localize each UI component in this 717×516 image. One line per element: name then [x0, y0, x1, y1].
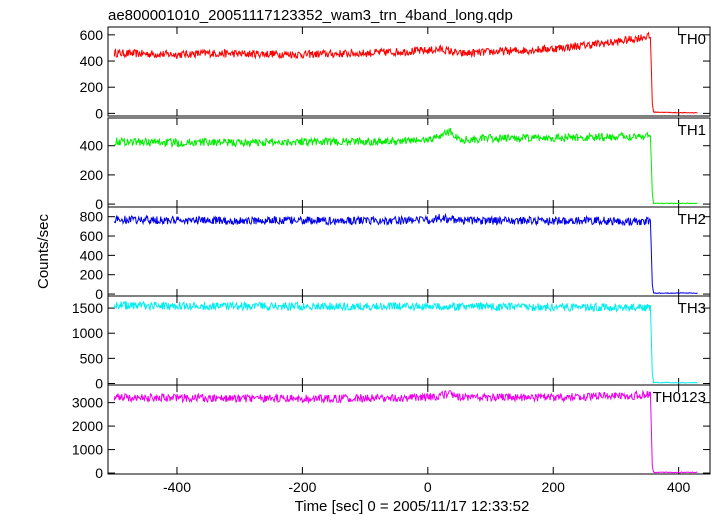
y-tick-label: 1000 [72, 325, 103, 341]
panel-th1: 0 200 400 TH1 [80, 117, 711, 212]
panel-frame [107, 26, 711, 117]
y-axis-label: Counts/sec [35, 213, 52, 289]
x-tick-label: -200 [288, 479, 316, 495]
panel-label: TH2 [678, 211, 706, 228]
series-line-th0123 [113, 389, 698, 474]
x-tick-label: -400 [163, 479, 191, 495]
y-tick-label: 200 [80, 267, 104, 283]
y-tick-label: 0 [95, 196, 103, 212]
panel-frame [107, 117, 711, 208]
y-tick-label: 600 [80, 27, 104, 43]
y-tick-label: 400 [80, 53, 104, 69]
series-line-th3 [113, 300, 698, 384]
panel-label: TH0123 [653, 389, 706, 406]
panel-th3: 0 500 1000 1500 TH3 [72, 295, 711, 391]
y-tick-label: 600 [80, 228, 104, 244]
series-line-th1 [113, 127, 698, 205]
panel-frame [107, 384, 711, 475]
panel-th2: 0 200 400 600 800 TH2 [80, 206, 711, 302]
x-axis-label: Time [sec] 0 = 2005/11/17 12:33:52 [295, 498, 530, 515]
panel-label: TH1 [678, 122, 706, 139]
panel-th0: 0 200 400 600 TH0 [80, 26, 711, 121]
y-tick-label: 200 [80, 79, 104, 95]
x-tick-label: 200 [542, 479, 566, 495]
series-line-th0 [113, 31, 698, 114]
y-tick-label: 200 [80, 167, 104, 183]
panel-label: TH0 [678, 31, 706, 48]
y-tick-label: 500 [80, 350, 104, 366]
x-tick-label: 0 [424, 479, 432, 495]
y-tick-label: 3000 [72, 395, 103, 411]
y-tick-label: 400 [80, 247, 104, 263]
panel-th0123: 0 1000 2000 3000 TH0123 [72, 384, 711, 481]
y-tick-label: 400 [80, 138, 104, 154]
panel-label: TH3 [678, 300, 706, 317]
series-line-th2 [113, 212, 698, 295]
y-tick-label: 0 [95, 105, 103, 121]
chart-title: ae800001010_20051117123352_wam3_trn_4ban… [108, 7, 513, 24]
y-tick-label: 800 [80, 209, 104, 225]
y-tick-label: 0 [95, 375, 103, 391]
panel-frame [107, 295, 711, 386]
y-tick-label: 1000 [72, 442, 103, 458]
y-tick-label: 2000 [72, 418, 103, 434]
y-tick-label: 0 [95, 465, 103, 481]
x-tick-label: 400 [667, 479, 691, 495]
y-tick-label: 1500 [72, 300, 103, 316]
y-tick-label: 0 [95, 286, 103, 302]
